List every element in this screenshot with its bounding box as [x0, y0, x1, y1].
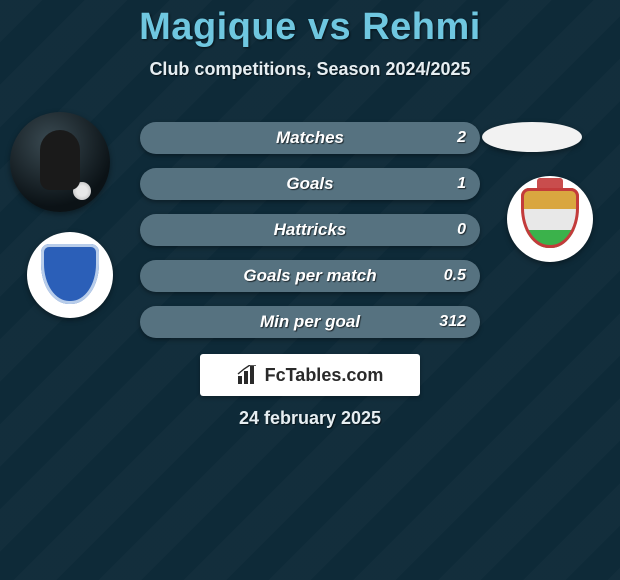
- stat-right-value: 0.5: [444, 260, 466, 292]
- stat-label: Goals: [140, 168, 480, 200]
- player1-photo: [10, 112, 110, 212]
- stat-row-goals: Goals 1: [140, 168, 480, 200]
- bottom-spacer: [0, 440, 620, 580]
- stat-right-value: 0: [457, 214, 466, 246]
- bar-chart-icon: [237, 365, 259, 385]
- stat-label: Min per goal: [140, 306, 480, 338]
- stat-right-value: 2: [457, 122, 466, 154]
- stat-row-hattricks: Hattricks 0: [140, 214, 480, 246]
- stat-label: Goals per match: [140, 260, 480, 292]
- subtitle: Club competitions, Season 2024/2025: [0, 59, 620, 80]
- title-player2: Rehmi: [362, 6, 481, 48]
- page-title: Magique vs Rehmi: [0, 0, 620, 49]
- player2-photo: [482, 122, 582, 152]
- stat-label: Hattricks: [140, 214, 480, 246]
- stat-label: Matches: [140, 122, 480, 154]
- stat-row-matches: Matches 2: [140, 122, 480, 154]
- stat-right-value: 312: [439, 306, 466, 338]
- club2-crest: [507, 176, 593, 262]
- title-vs: vs: [308, 6, 351, 48]
- stat-right-value: 1: [457, 168, 466, 200]
- stat-row-min-per-goal: Min per goal 312: [140, 306, 480, 338]
- club1-crest: [27, 232, 113, 318]
- generated-date: 24 february 2025: [0, 408, 620, 429]
- stat-row-goals-per-match: Goals per match 0.5: [140, 260, 480, 292]
- title-player1: Magique: [139, 6, 297, 48]
- stats-list: Matches 2 Goals 1 Hattricks 0 Goals per …: [140, 122, 480, 352]
- brand-text: FcTables.com: [265, 365, 384, 386]
- comparison-card: Magique vs Rehmi Club competitions, Seas…: [0, 0, 620, 580]
- brand-watermark: FcTables.com: [200, 354, 420, 396]
